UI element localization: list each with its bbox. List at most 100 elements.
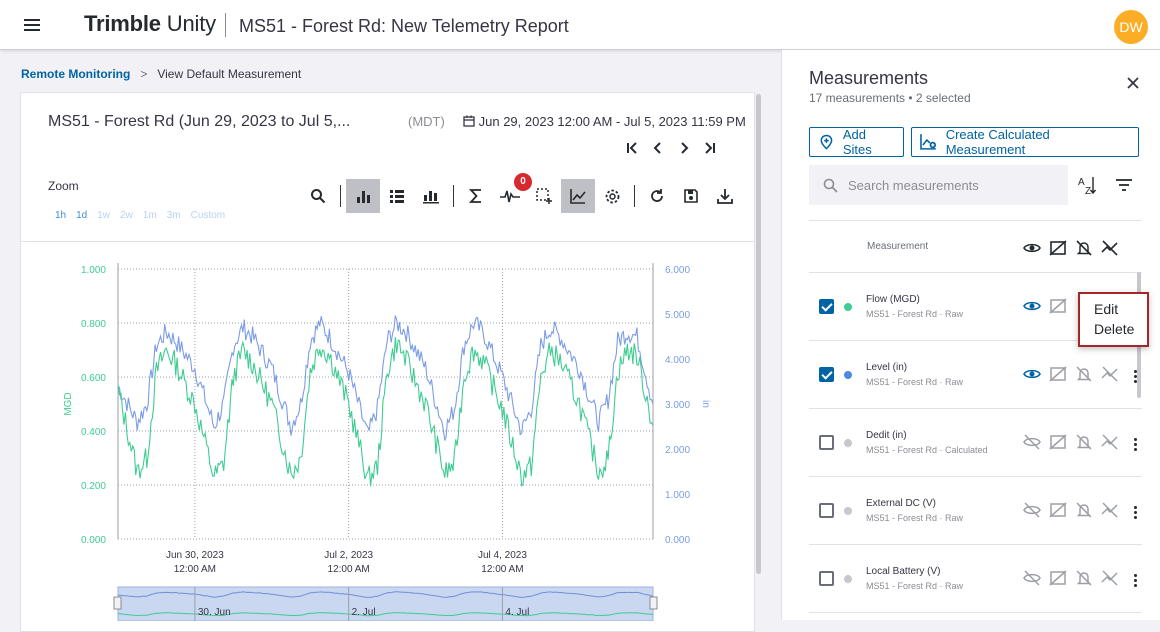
zoom-3m[interactable]: 3m	[166, 210, 181, 221]
panel-title: Measurements	[809, 68, 929, 88]
card-scrollbar[interactable]	[755, 92, 763, 622]
breadcrumb-remote-monitoring[interactable]: Remote Monitoring	[21, 67, 131, 81]
filter-icon[interactable]	[1116, 178, 1132, 197]
measurement-row-dedit[interactable]: Dedit (in) MS51 - Forest Rd · Calculated	[809, 409, 1142, 477]
trend-off-icon[interactable]	[1101, 569, 1119, 592]
column-icons	[1023, 239, 1119, 262]
hide-data-icon[interactable]	[1049, 365, 1067, 388]
visibility-on-icon[interactable]	[1023, 365, 1041, 388]
column-chart-icon[interactable]	[414, 179, 448, 213]
hide-data-icon[interactable]	[1049, 239, 1067, 262]
alarm-off-icon[interactable]	[1075, 365, 1093, 388]
hide-data-icon[interactable]	[1049, 433, 1067, 456]
trend-off-icon[interactable]	[1101, 239, 1119, 262]
hide-data-icon[interactable]	[1049, 501, 1067, 524]
last-page-icon[interactable]	[703, 141, 717, 160]
hide-data-icon[interactable]	[1049, 569, 1067, 592]
telemetry-chart[interactable]: 1.000 0.800 0.600 0.400 0.200 0.000 6.000 5.000…	[21, 243, 754, 621]
row-checkbox[interactable]	[819, 571, 834, 586]
more-options-icon[interactable]	[1127, 435, 1143, 455]
row-checkbox[interactable]	[819, 435, 834, 450]
visibility-off-icon[interactable]	[1023, 569, 1041, 592]
next-icon[interactable]	[677, 141, 691, 160]
sum-icon[interactable]	[459, 179, 493, 213]
row-context-menu: Edit Delete	[1078, 292, 1149, 347]
close-icon[interactable]	[1124, 74, 1142, 92]
trend-off-icon[interactable]	[1101, 365, 1119, 388]
row-checkbox[interactable]	[819, 503, 834, 518]
search-icon[interactable]	[301, 179, 335, 213]
measurement-row-flow[interactable]: Flow (MGD) MS51 - Forest Rd · Raw	[809, 273, 1142, 341]
panel-subtitle: 17 measurements • 2 selected	[809, 91, 971, 105]
row-actions	[1023, 365, 1143, 388]
y2-tick-label: 0.000	[665, 535, 690, 546]
create-calculated-measurement-button[interactable]: Create Calculated Measurement	[911, 127, 1139, 157]
download-icon[interactable]	[708, 179, 742, 213]
anomaly-count-badge: 0	[514, 173, 532, 191]
y2-tick-label: 4.000	[665, 355, 690, 366]
add-location-icon	[820, 134, 833, 150]
hide-data-icon[interactable]	[1049, 297, 1067, 320]
y2-tick-label: 3.000	[665, 400, 690, 411]
measurement-row-level[interactable]: Level (in) MS51 - Forest Rd · Raw	[809, 341, 1142, 409]
series-line-level	[117, 315, 654, 441]
x-tick-date: Jul 2, 2023	[324, 550, 373, 561]
search-input[interactable]	[848, 177, 1058, 193]
bar-chart-icon[interactable]	[346, 179, 380, 213]
edit-menu-item[interactable]: Edit	[1094, 301, 1119, 317]
more-options-icon[interactable]	[1127, 571, 1143, 591]
zoom-1h[interactable]: 1h	[55, 210, 67, 221]
user-avatar[interactable]: DW	[1114, 10, 1148, 44]
measurement-row-external-dc[interactable]: External DC (V) MS51 - Forest Rd · Raw	[809, 477, 1142, 545]
hamburger-icon[interactable]	[22, 16, 44, 34]
y-tick-label: 0.800	[81, 319, 106, 330]
visibility-off-icon[interactable]	[1023, 501, 1041, 524]
timezone-label: (MDT)	[408, 114, 445, 129]
zoom-2w[interactable]: 2w	[120, 210, 133, 221]
series-color-dot	[844, 371, 852, 379]
more-options-icon[interactable]	[1127, 367, 1143, 387]
measurement-source: MS51 - Forest Rd · Raw	[866, 513, 964, 523]
add-sites-button[interactable]: Add Sites	[809, 127, 904, 157]
line-chart-icon[interactable]	[561, 179, 595, 213]
measurement-name: Dedit (in)	[866, 430, 907, 441]
save-icon[interactable]	[674, 179, 708, 213]
breadcrumb: Remote Monitoring > View Default Measure…	[21, 67, 301, 81]
trend-off-icon[interactable]	[1101, 433, 1119, 456]
svg-text:A: A	[1078, 177, 1085, 188]
first-page-icon[interactable]	[625, 141, 639, 160]
anomaly-icon[interactable]: 0	[493, 173, 532, 213]
measurement-column-label: Measurement	[867, 241, 929, 252]
more-options-icon[interactable]	[1127, 503, 1143, 523]
settings-icon[interactable]	[595, 179, 629, 213]
measurement-row-local-battery[interactable]: Local Battery (V) MS51 - Forest Rd · Raw	[809, 545, 1142, 613]
visibility-icon[interactable]	[1023, 239, 1041, 262]
top-bar: Trimble Unity MS51 - Forest Rd: New Tele…	[0, 0, 1160, 50]
previous-icon[interactable]	[651, 141, 665, 160]
refresh-icon[interactable]	[640, 179, 674, 213]
delete-menu-item[interactable]: Delete	[1094, 321, 1135, 337]
breadcrumb-separator: >	[140, 67, 148, 81]
alarm-off-icon[interactable]	[1075, 501, 1093, 524]
trend-off-icon[interactable]	[1101, 501, 1119, 524]
date-range[interactable]: Jun 29, 2023 12:00 AM - Jul 5, 2023 11:5…	[463, 114, 746, 129]
svg-text:Z: Z	[1085, 186, 1091, 195]
zoom-1m[interactable]: 1m	[142, 210, 157, 221]
select-region-icon[interactable]	[527, 179, 561, 213]
card-scrollbar-thumb[interactable]	[756, 94, 761, 574]
navigator-tick-label: 4. Jul	[505, 607, 529, 618]
alarm-off-icon[interactable]	[1075, 569, 1093, 592]
zoom-custom[interactable]: Custom	[190, 210, 226, 221]
row-checkbox[interactable]	[819, 299, 834, 314]
zoom-1w[interactable]: 1w	[97, 210, 111, 221]
zoom-1d[interactable]: 1d	[76, 210, 88, 221]
row-checkbox[interactable]	[819, 367, 834, 382]
visibility-on-icon[interactable]	[1023, 297, 1041, 320]
alarm-off-icon[interactable]	[1075, 239, 1093, 262]
alarm-off-icon[interactable]	[1075, 433, 1093, 456]
y-tick-label: 0.400	[81, 427, 106, 438]
y-tick-label: 0.000	[81, 535, 106, 546]
list-icon[interactable]	[380, 179, 414, 213]
visibility-off-icon[interactable]	[1023, 433, 1041, 456]
